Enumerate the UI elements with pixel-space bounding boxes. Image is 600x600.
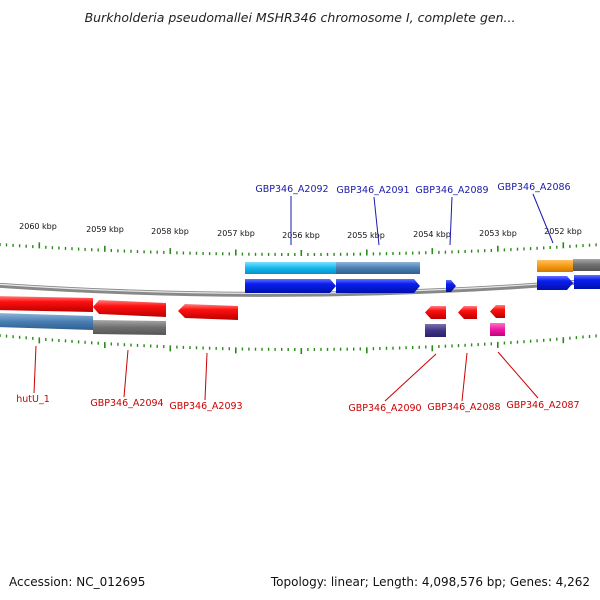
genome-summary-text: Topology: linear; Length: 4,098,576 bp; … — [270, 575, 590, 589]
scale-labels: 2060 kbp 2059 kbp 2058 kbp 2057 kbp 2056… — [19, 222, 582, 240]
gene-a2092-arrow[interactable] — [245, 279, 336, 293]
gene-label-a2090[interactable]: GBP346_A2090 — [348, 403, 421, 414]
scale-label: 2055 kbp — [347, 231, 385, 240]
feature-bar-gray[interactable] — [93, 320, 166, 335]
top-leader-lines — [290, 193, 554, 246]
feature-bar-pink[interactable] — [490, 323, 505, 336]
bottom-leader-lines — [33, 345, 539, 402]
gene-a2091-arrow[interactable] — [336, 279, 420, 293]
gene-label-a2092[interactable]: GBP346_A2092 — [255, 184, 328, 195]
feature-bar-purple[interactable] — [425, 324, 446, 337]
gene-a2086-arrow[interactable] — [537, 276, 573, 290]
gene-label-a2087[interactable]: GBP346_A2087 — [506, 400, 579, 411]
accession-text: Accession: NC_012695 — [9, 575, 146, 589]
forward-feature-track — [245, 259, 600, 274]
reverse-gene-track — [0, 296, 505, 320]
feature-bar-steel[interactable] — [0, 313, 93, 330]
gene-label-a2089[interactable]: GBP346_A2089 — [415, 185, 488, 196]
scale-ticks-bottom — [0, 334, 597, 354]
gene-label-a2094[interactable]: GBP346_A2094 — [90, 398, 163, 409]
gene-offscreen-arrow[interactable] — [574, 275, 600, 289]
scale-ticks-top — [0, 242, 597, 256]
feature-bar-steel[interactable] — [336, 262, 420, 274]
gene-a2088-arrow[interactable] — [458, 306, 477, 319]
gene-a2094-arrow[interactable] — [93, 300, 166, 317]
gene-a2090-arrow[interactable] — [425, 306, 446, 319]
scale-label: 2054 kbp — [413, 230, 451, 239]
reverse-feature-track — [0, 313, 505, 337]
forward-gene-track — [245, 275, 600, 293]
gene-label-a2088[interactable]: GBP346_A2088 — [427, 402, 500, 413]
scale-label: 2060 kbp — [19, 222, 57, 231]
scale-label: 2057 kbp — [217, 229, 255, 238]
top-gene-labels: GBP346_A2092 GBP346_A2091 GBP346_A2089 G… — [255, 182, 570, 196]
feature-bar-orange[interactable] — [537, 260, 573, 272]
chromosome-backbone — [0, 277, 600, 297]
gene-label-hutU[interactable]: hutU_1 — [16, 394, 50, 405]
scale-label: 2056 kbp — [282, 231, 320, 240]
gene-label-a2093[interactable]: GBP346_A2093 — [169, 401, 242, 412]
scale-label: 2059 kbp — [86, 225, 124, 234]
gene-a2093-arrow[interactable] — [178, 304, 238, 320]
feature-bar-cyan[interactable] — [245, 262, 336, 274]
bottom-gene-labels: hutU_1 GBP346_A2094 GBP346_A2093 GBP346_… — [16, 394, 579, 414]
scale-label: 2053 kbp — [479, 229, 517, 238]
feature-bar-gray[interactable] — [573, 259, 600, 271]
gene-a2089-arrow[interactable] — [446, 280, 456, 292]
scale-label: 2058 kbp — [151, 227, 189, 236]
chromosome-backbone-highlight — [0, 278, 600, 294]
scale-label: 2052 kbp — [544, 227, 582, 236]
gene-a2087-arrow[interactable] — [490, 305, 505, 318]
gene-label-a2091[interactable]: GBP346_A2091 — [336, 185, 409, 196]
gene-label-a2086[interactable]: GBP346_A2086 — [497, 182, 570, 193]
gene-hutU-arrow[interactable] — [0, 296, 93, 312]
map-title: Burkholderia pseudomallei MSHR346 chromo… — [84, 10, 516, 25]
